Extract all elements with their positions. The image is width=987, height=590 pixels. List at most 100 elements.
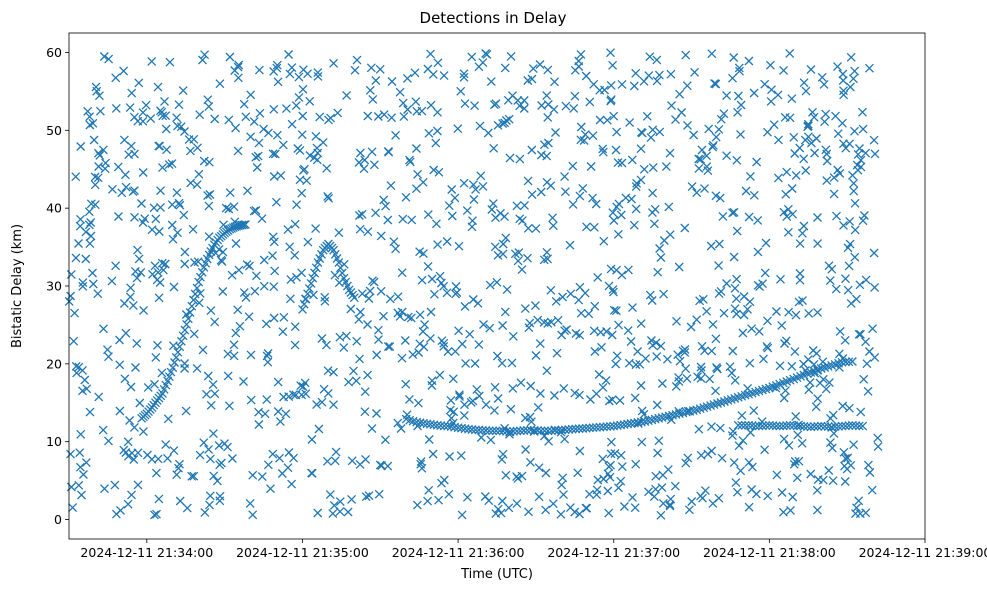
data-point [501,116,511,125]
data-point [410,68,420,78]
data-point [110,480,120,490]
data-point [180,259,190,269]
data-point [524,323,534,333]
data-point [856,162,866,172]
track-point [495,426,505,436]
data-point [799,78,809,88]
data-point [100,484,109,494]
data-point [673,350,683,360]
data-point [502,285,512,295]
data-point [649,219,659,229]
data-point [575,390,584,400]
x-tick-label: 2024-12-11 21:39:00 [859,545,987,560]
data-point [367,424,377,434]
data-point [169,446,179,456]
track-point [299,299,309,309]
data-point [192,180,202,190]
data-point [263,460,273,470]
track-point [681,407,691,417]
x-axis-label: Time (UTC) [460,567,533,582]
track-point [491,426,501,436]
data-point [279,312,289,322]
data-point [696,362,706,372]
data-point [424,128,434,138]
data-point [291,101,301,111]
data-point [868,324,878,334]
data-point [678,346,688,356]
data-point [551,296,561,306]
data-point [719,308,729,318]
data-point [424,485,434,495]
track-point [841,421,850,431]
track-point [522,425,532,435]
data-point [161,440,171,450]
data-point [442,288,452,298]
data-point [269,104,279,114]
data-point [575,330,585,340]
data-point [700,184,709,194]
data-point [604,508,614,518]
data-point [259,124,269,134]
data-point [711,386,720,396]
data-point [733,91,743,101]
data-point [75,221,85,231]
data-point [200,507,210,517]
track-point [474,425,484,435]
data-point [263,349,273,358]
data-point [380,435,390,445]
data-point [654,70,664,80]
data-point [741,186,751,196]
data-point [474,340,484,350]
data-point [696,154,706,164]
track-point [574,424,584,434]
data-point [821,109,831,119]
data-point [74,239,83,248]
data-point [161,111,171,121]
data-point [697,366,706,375]
data-point [506,51,516,61]
track-point [619,420,629,430]
data-point [181,406,191,416]
data-point [91,82,101,92]
data-point [385,342,395,352]
track-point [519,426,529,435]
data-point [492,351,502,361]
data-point [260,409,270,419]
track-point [654,413,664,423]
track-point [761,421,771,431]
data-point [658,470,668,480]
data-point [734,63,744,73]
data-point [469,195,479,204]
track-point [598,422,608,432]
data-point [143,382,153,392]
data-point [178,86,188,96]
data-point [104,54,114,64]
data-point [411,97,421,107]
data-point [279,392,289,402]
data-point [486,435,496,445]
track-point [240,220,250,229]
data-point [381,201,391,211]
data-point [242,260,252,270]
data-point [504,114,514,124]
data-point [147,225,157,235]
data-point [76,214,85,224]
track-point [813,421,823,431]
data-point [174,100,184,110]
data-point [766,96,776,106]
data-point [151,352,161,362]
data-point [339,343,349,353]
data-point [335,497,345,507]
track-point [512,426,522,436]
data-point [607,330,617,340]
track-point [488,426,498,436]
data-point [560,434,570,444]
data-point [199,438,209,448]
data-point [652,55,662,65]
track-point [526,425,536,435]
data-point [717,453,727,463]
data-point [297,188,307,198]
data-point [162,145,172,155]
data-point [598,144,608,154]
data-point [736,466,746,476]
